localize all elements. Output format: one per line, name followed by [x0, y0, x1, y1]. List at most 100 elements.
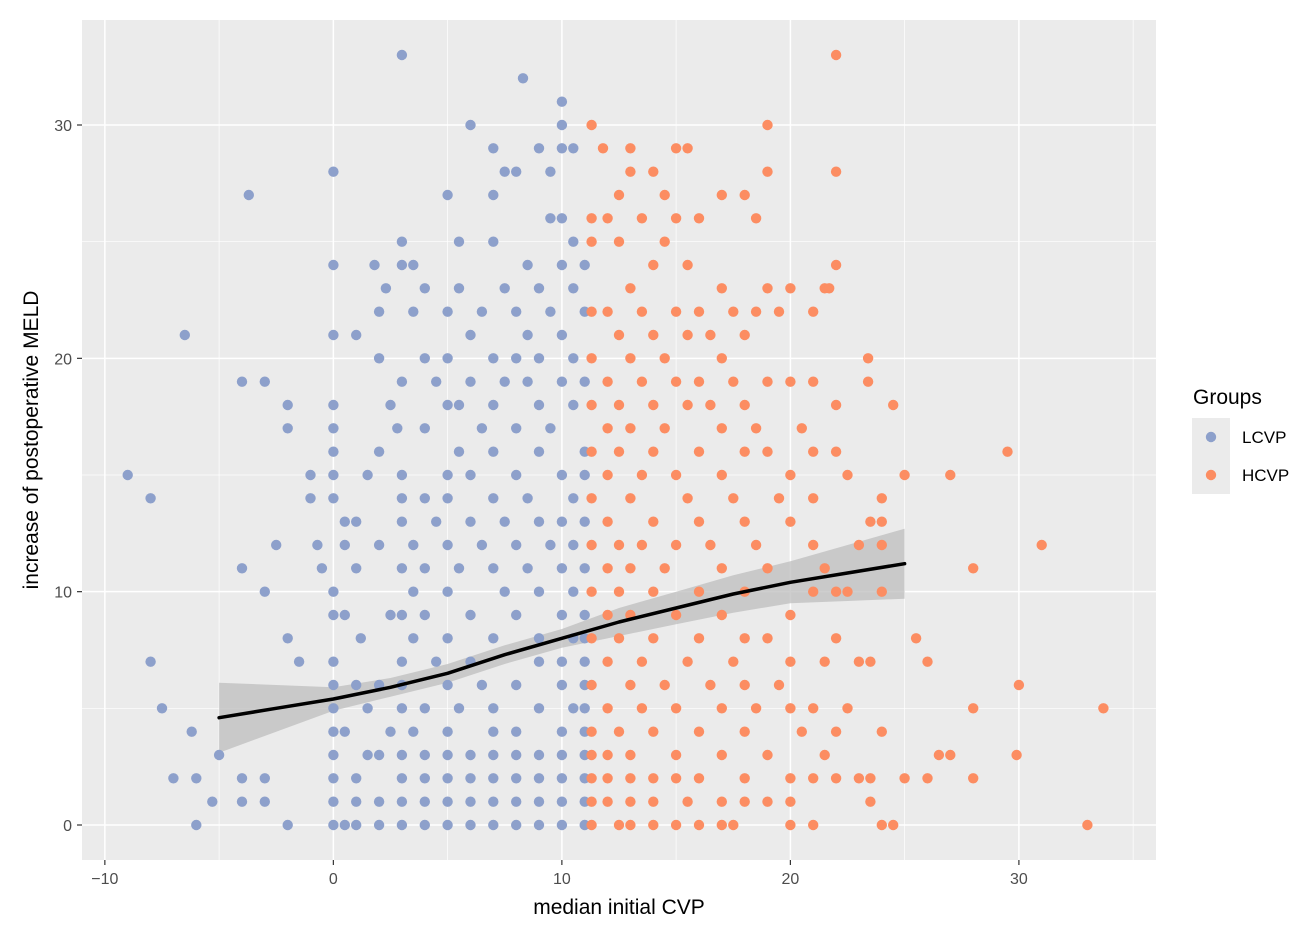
point-hcvp: [625, 283, 636, 294]
point-lcvp: [442, 469, 453, 481]
point-hcvp: [830, 49, 842, 61]
point-lcvp: [396, 236, 408, 247]
point-lcvp: [213, 749, 225, 761]
point-hcvp: [586, 586, 597, 597]
point-hcvp: [716, 749, 727, 761]
point-hcvp: [824, 283, 835, 294]
point-hcvp: [602, 749, 613, 761]
point-lcvp: [465, 773, 476, 784]
point-lcvp: [533, 749, 545, 761]
point-hcvp: [739, 796, 750, 807]
point-hcvp: [739, 446, 750, 457]
point-hcvp: [1098, 703, 1109, 714]
point-lcvp: [373, 819, 385, 831]
point-hcvp: [910, 633, 922, 644]
point-hcvp: [808, 819, 819, 831]
point-hcvp: [830, 586, 842, 597]
point-lcvp: [351, 679, 362, 691]
legend-key-lcvp: [1205, 431, 1217, 443]
point-lcvp: [442, 773, 453, 784]
point-hcvp: [659, 679, 670, 691]
point-lcvp: [385, 609, 396, 621]
point-lcvp: [168, 773, 179, 784]
legend-title: Groups: [1193, 386, 1262, 409]
point-hcvp: [682, 399, 693, 411]
point-lcvp: [442, 749, 453, 761]
point-hcvp: [899, 773, 910, 784]
point-hcvp: [602, 469, 613, 481]
legend: Groups LCVP HCVP: [1192, 386, 1289, 494]
point-lcvp: [380, 283, 392, 294]
point-hcvp: [830, 726, 842, 737]
point-hcvp: [636, 213, 648, 224]
point-hcvp: [659, 236, 670, 247]
point-hcvp: [853, 773, 865, 784]
point-lcvp: [579, 609, 590, 621]
point-lcvp: [545, 306, 556, 317]
point-lcvp: [396, 376, 408, 387]
point-hcvp: [968, 563, 979, 574]
point-lcvp: [488, 796, 499, 807]
point-lcvp: [442, 189, 453, 201]
point-lcvp: [465, 516, 476, 527]
point-hcvp: [945, 749, 956, 761]
confidence-band-area: [219, 528, 905, 753]
point-lcvp: [282, 633, 293, 644]
point-hcvp: [586, 306, 597, 317]
point-lcvp: [328, 586, 339, 597]
point-lcvp: [511, 726, 522, 737]
point-lcvp: [556, 656, 568, 667]
point-hcvp: [808, 539, 819, 551]
point-lcvp: [465, 119, 476, 131]
point-hcvp: [636, 376, 648, 387]
point-lcvp: [511, 609, 522, 621]
point-hcvp: [716, 796, 727, 807]
point-lcvp: [556, 773, 568, 784]
point-lcvp: [442, 726, 453, 737]
x-tick-label: −10: [91, 871, 118, 888]
point-lcvp: [293, 656, 305, 667]
point-hcvp: [842, 469, 853, 481]
point-hcvp: [625, 819, 636, 831]
point-hcvp: [750, 539, 762, 551]
point-lcvp: [328, 259, 339, 271]
point-lcvp: [556, 376, 568, 387]
point-hcvp: [625, 143, 636, 154]
point-lcvp: [533, 353, 545, 364]
point-hcvp: [648, 329, 659, 341]
point-lcvp: [556, 819, 568, 831]
confidence-band: [219, 528, 905, 753]
point-hcvp: [808, 376, 819, 387]
point-lcvp: [236, 563, 248, 574]
point-lcvp: [408, 633, 419, 644]
point-hcvp: [750, 306, 762, 317]
point-hcvp: [739, 189, 750, 201]
point-hcvp: [602, 656, 613, 667]
point-hcvp: [899, 469, 910, 481]
point-lcvp: [419, 563, 430, 574]
point-lcvp: [396, 703, 408, 714]
point-hcvp: [602, 213, 613, 224]
point-lcvp: [465, 609, 476, 621]
point-lcvp: [328, 819, 339, 831]
point-hcvp: [670, 539, 682, 551]
point-lcvp: [362, 749, 373, 761]
point-lcvp: [556, 679, 568, 691]
point-lcvp: [328, 493, 339, 504]
point-hcvp: [602, 563, 613, 574]
point-hcvp: [625, 796, 636, 807]
point-lcvp: [396, 749, 408, 761]
point-lcvp: [499, 283, 510, 294]
point-lcvp: [511, 819, 522, 831]
point-lcvp: [355, 633, 366, 644]
point-lcvp: [568, 539, 579, 551]
point-lcvp: [328, 726, 339, 737]
point-hcvp: [1082, 819, 1093, 831]
point-hcvp: [682, 143, 693, 154]
point-hcvp: [865, 656, 876, 667]
point-lcvp: [568, 586, 579, 597]
point-hcvp: [613, 819, 625, 831]
point-lcvp: [556, 563, 568, 574]
point-lcvp: [533, 703, 545, 714]
